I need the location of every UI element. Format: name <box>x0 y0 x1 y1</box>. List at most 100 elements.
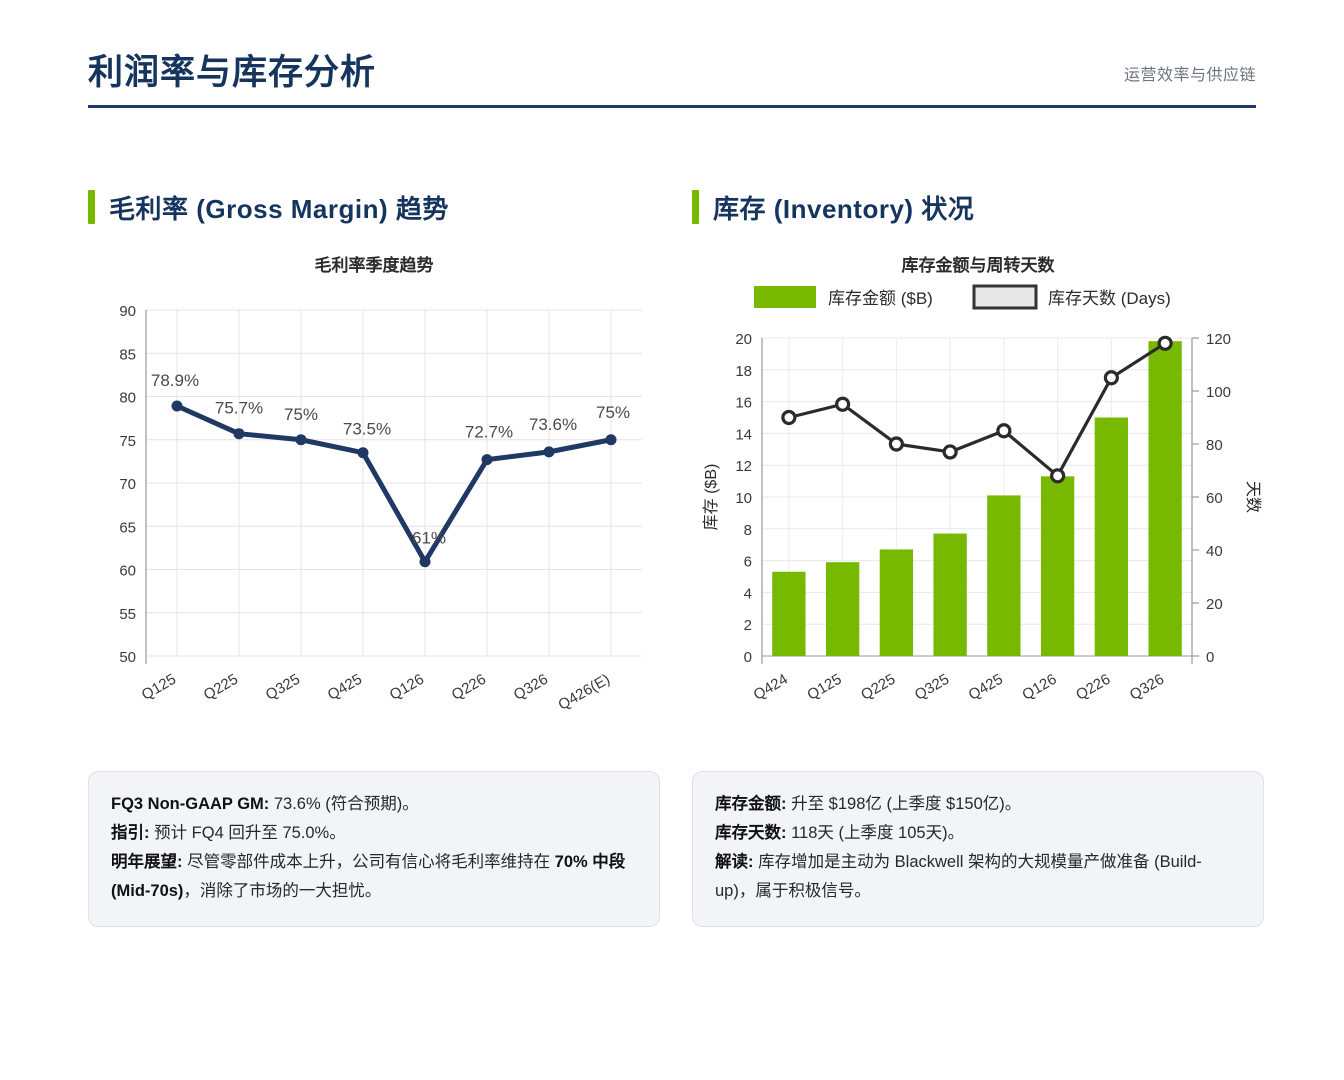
inv-left-ytick: 16 <box>735 395 752 412</box>
right-note-box: 库存金额: 升至 $198亿 (上季度 $150亿)。 库存天数: 118天 (… <box>692 771 1264 927</box>
left-column: 毛利率 (Gross Margin) 趋势 毛利率季度趋势 50 55 60 65 70… <box>88 185 660 927</box>
inv-left-ytick: 2 <box>744 617 752 634</box>
gm-data-label: 73.5% <box>343 420 391 439</box>
inv-left-ytick: 18 <box>735 363 752 380</box>
inv-left-ytick: 4 <box>744 585 752 602</box>
inv-xtick: Q424 <box>751 671 791 704</box>
gm-data-label: 61% <box>412 529 446 548</box>
gross-margin-chart: 毛利率季度趋势 50 55 60 65 70 75 80 85 90 Q125 Q225 Q325 Q4… <box>88 251 660 751</box>
inv-left-ytick: 20 <box>735 331 752 348</box>
legend-label-days: 库存天数 (Days) <box>1048 289 1171 308</box>
gm-point <box>605 434 617 446</box>
right-note-label-2: 库存天数: <box>715 823 787 842</box>
inv-right-ytick: 20 <box>1206 596 1223 613</box>
left-section-header: 毛利率 (Gross Margin) 趋势 <box>88 185 660 229</box>
inv-bar <box>1040 476 1075 656</box>
inv-xtick: Q326 <box>1127 671 1167 704</box>
inv-left-ytick: 12 <box>735 458 752 475</box>
inv-right-ytick: 100 <box>1206 384 1231 401</box>
left-note-text-3b: ，消除了市场的一大担忧。 <box>183 881 382 900</box>
inv-bar <box>825 562 860 656</box>
gm-data-label: 72.7% <box>465 423 513 442</box>
inv-bar <box>879 549 914 656</box>
inv-days-point <box>781 409 797 426</box>
legend-label-amount: 库存金额 ($B) <box>828 289 933 308</box>
left-section-title: 毛利率 (Gross Margin) 趋势 <box>109 193 449 224</box>
inv-right-ytick: 120 <box>1206 331 1231 348</box>
right-column: 库存 (Inventory) 状况 库存金额与周转天数 库存金额 ($B) 库存天… <box>692 185 1264 927</box>
inv-days-point <box>942 444 958 460</box>
gm-xtick: Q226 <box>449 671 489 704</box>
gm-ytick: 80 <box>119 390 136 407</box>
gm-data-label: 73.6% <box>529 415 577 434</box>
gm-xtick: Q225 <box>201 671 241 704</box>
gm-xtick: Q426(E) <box>555 671 613 714</box>
slide-header: 利润率与库存分析 运营效率与供应链 <box>88 53 1256 108</box>
right-section-title: 库存 (Inventory) 状况 <box>713 193 975 224</box>
inv-bar <box>1148 341 1182 656</box>
inv-days-point <box>888 436 904 452</box>
gm-xtick: Q326 <box>511 671 551 704</box>
header-subtitle: 运营效率与供应链 <box>1123 66 1256 84</box>
inv-right-ytick: 40 <box>1206 543 1223 560</box>
inv-days-point <box>1103 370 1119 386</box>
gm-ytick: 55 <box>119 606 136 623</box>
gm-data-label: 78.9% <box>151 371 199 390</box>
right-note-line-3: 解读: 库存增加是主动为 Blackwell 架构的大规模量产做准备 (Buil… <box>715 848 1241 906</box>
right-section-header: 库存 (Inventory) 状况 <box>692 185 1264 229</box>
gm-ytick: 50 <box>119 649 136 666</box>
header-divider <box>88 104 1256 108</box>
inv-xtick: Q125 <box>804 671 844 704</box>
inv-days-point <box>996 423 1012 439</box>
left-note-label-1: FQ3 Non-GAAP GM: <box>111 795 270 813</box>
inv-days-point <box>835 396 851 412</box>
gm-line-series <box>174 403 614 565</box>
inv-right-ytick: 60 <box>1206 490 1223 507</box>
inv-bar <box>987 495 1021 656</box>
inv-xtick: Q126 <box>1019 671 1059 704</box>
inv-days-line <box>787 341 1167 478</box>
right-note-line-1: 库存金额: 升至 $198亿 (上季度 $150亿)。 <box>715 790 1241 819</box>
inv-xtick: Q225 <box>858 671 898 704</box>
right-note-label-3: 解读: <box>715 852 754 871</box>
inventory-chart-title: 库存金额与周转天数 <box>901 256 1055 275</box>
inv-xtick: Q425 <box>966 671 1006 704</box>
inv-right-ytick: 0 <box>1206 649 1214 666</box>
right-note-line-2: 库存天数: 118天 (上季度 105天)。 <box>715 819 1241 848</box>
inv-left-axis-title: 库存 ($B) <box>702 464 720 531</box>
content-columns: 毛利率 (Gross Margin) 趋势 毛利率季度趋势 50 55 60 65 70… <box>88 185 1264 927</box>
inv-left-ytick: 0 <box>744 649 752 666</box>
left-note-line-3: 明年展望: 尽管零部件成本上升，公司有信心将毛利率维持在 70% 中段 (Mid… <box>111 848 637 906</box>
left-note-text-3a: 尽管零部件成本上升，公司有信心将毛利率维持在 <box>182 852 555 871</box>
accent-bar-icon <box>692 190 699 224</box>
gross-margin-chart-title: 毛利率季度趋势 <box>314 256 434 275</box>
left-note-text-2: 预计 FQ4 回升至 75.0%。 <box>149 823 346 842</box>
inv-left-ytick: 10 <box>735 490 752 507</box>
inventory-plot: 库存金额 ($B) 库存天数 (Days) 0 2 4 6 8 10 12 14 16 18 20 0 20… <box>702 284 1262 704</box>
inv-right-axis-title: 天数 <box>1244 481 1262 513</box>
gm-point <box>481 454 493 466</box>
inv-left-ytick: 14 <box>735 426 752 443</box>
inv-xtick: Q325 <box>912 671 952 704</box>
accent-bar-icon <box>88 190 95 224</box>
right-note-text-1: 升至 $198亿 (上季度 $150亿)。 <box>786 795 1022 813</box>
gm-data-label: 75.7% <box>215 399 263 418</box>
inventory-chart: 库存金额与周转天数 库存金额 ($B) 库存天数 (Days) 0 2 4 6 8 10 12 1… <box>692 251 1264 751</box>
left-note-label-3: 明年展望: <box>111 852 183 871</box>
gm-ytick: 70 <box>119 476 136 493</box>
gm-data-label: 75% <box>596 403 630 422</box>
page-title: 利润率与库存分析 <box>88 53 377 92</box>
inv-left-ytick: 8 <box>744 522 752 539</box>
left-note-line-2: 指引: 预计 FQ4 回升至 75.0%。 <box>111 819 637 848</box>
gm-ytick: 65 <box>119 519 136 536</box>
gm-xtick: Q126 <box>387 671 427 704</box>
gm-xtick: Q325 <box>263 671 303 704</box>
right-note-text-2: 118天 (上季度 105天)。 <box>786 823 965 842</box>
left-note-box: FQ3 Non-GAAP GM: 73.6% (符合预期)。 指引: 预计 FQ… <box>88 771 660 927</box>
inv-days-point <box>1050 468 1066 484</box>
gm-point <box>357 447 369 459</box>
gross-margin-plot: 50 55 60 65 70 75 80 85 90 Q125 Q225 Q325 Q425 Q126 Q2… <box>119 303 642 714</box>
left-note-line-1: FQ3 Non-GAAP GM: 73.6% (符合预期)。 <box>111 790 637 819</box>
gm-ytick: 75 <box>119 433 136 450</box>
